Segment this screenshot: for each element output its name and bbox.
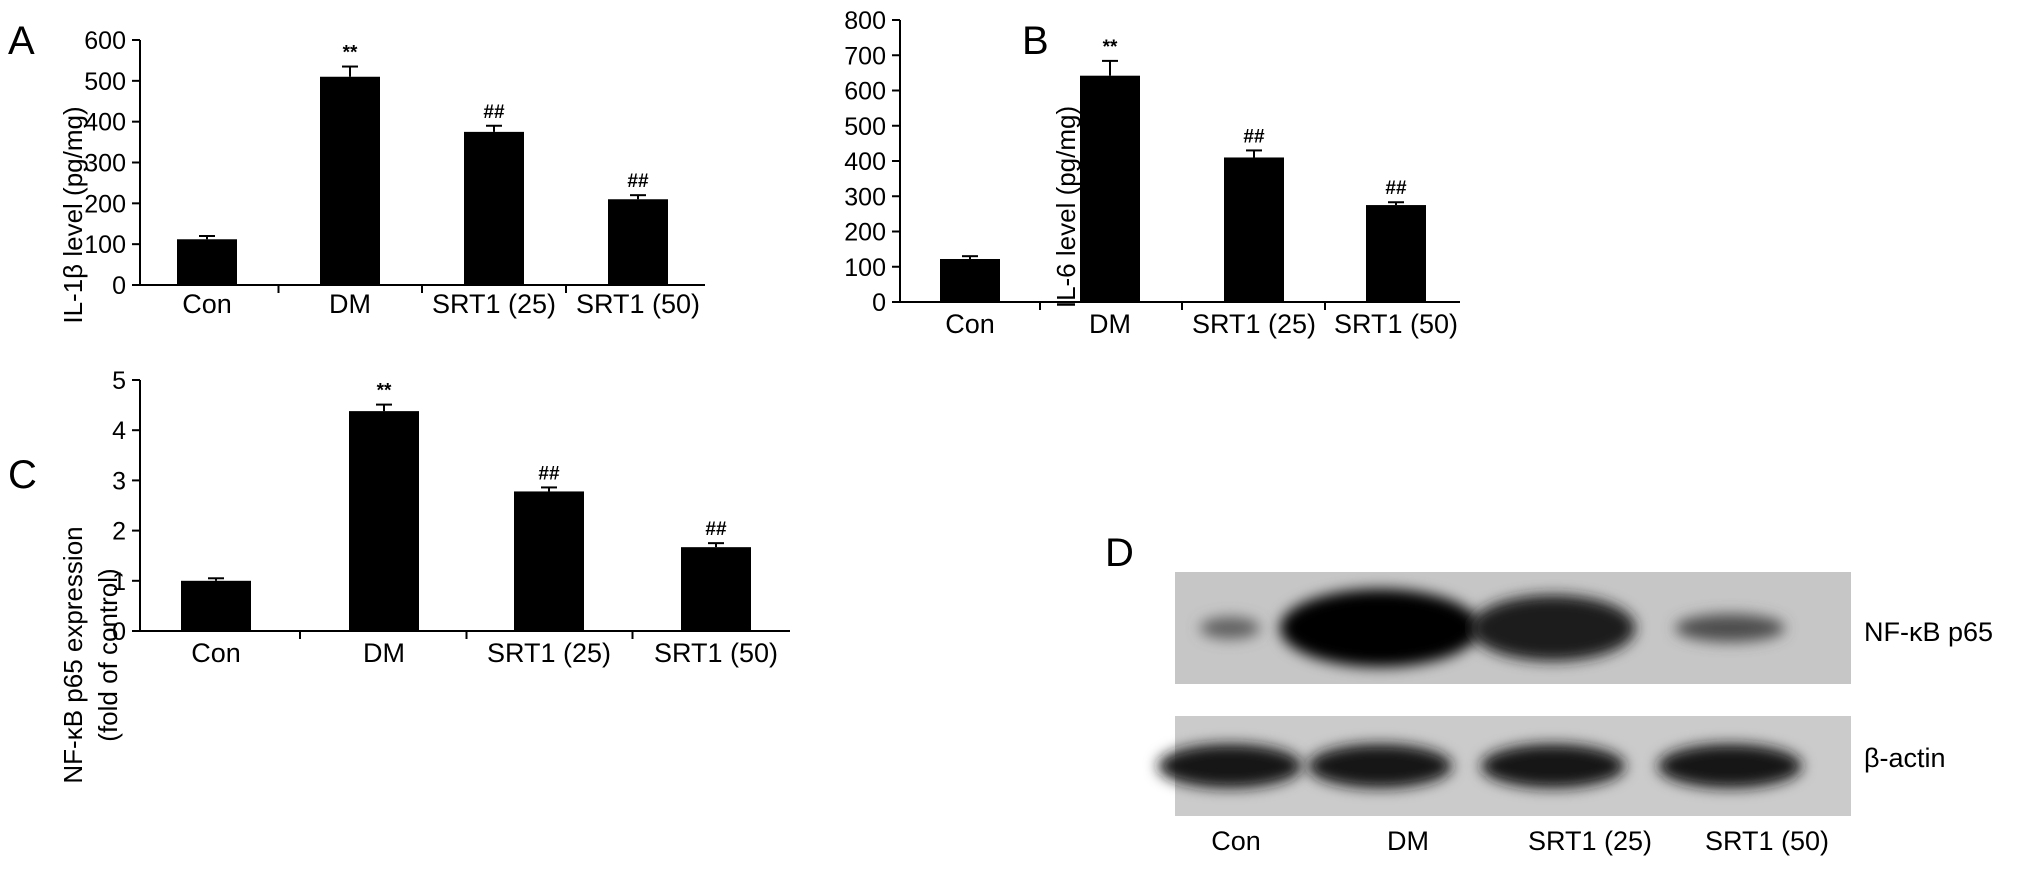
p3-y-tick-label: 2 <box>112 518 126 546</box>
p2-y-tick-label: 400 <box>844 148 886 176</box>
p1-category-label: SRT1 (50) <box>576 289 700 319</box>
p2-bar <box>1080 75 1140 302</box>
p65-band <box>1280 589 1480 667</box>
p2-y-tick-label: 700 <box>844 42 886 70</box>
chart-panel-b: B IL-6 level (pg/mg) 0 100 200 300 400 500 600… <box>844 7 1460 339</box>
panel-letter-c: C <box>8 453 37 497</box>
p3-category-label: DM <box>363 638 405 668</box>
p3-y-tick-label: 5 <box>112 367 126 395</box>
p1-category-label: Con <box>182 289 232 319</box>
p65-band <box>1200 617 1260 639</box>
y-axis-label-b: IL-6 level (pg/mg) <box>1051 106 1081 308</box>
actin-band <box>1658 744 1802 788</box>
panel-letter-b: B <box>1022 19 1049 63</box>
lane-label: Con <box>1211 826 1261 856</box>
p3-significance-label: ** <box>377 381 392 402</box>
y-axis-label-c: NF-κB p65 expression <box>58 526 88 783</box>
p3-bar <box>681 547 751 631</box>
p2-y-tick-label: 0 <box>872 289 886 317</box>
p1-y-tick-label: 500 <box>84 68 126 96</box>
p3-y-tick-label: 4 <box>112 417 126 445</box>
actin-band <box>1481 744 1625 788</box>
p65-bands <box>1200 589 1785 667</box>
p2-category-label: SRT1 (25) <box>1192 309 1316 339</box>
panel-letter-a: A <box>8 19 35 63</box>
actin-band <box>1158 744 1302 788</box>
p2-category-label: DM <box>1089 309 1131 339</box>
p2-y-tick-label: 800 <box>844 7 886 35</box>
p3-category-label: SRT1 (25) <box>487 638 611 668</box>
p3-significance-label: ## <box>705 519 727 540</box>
p2-category-label: Con <box>945 309 995 339</box>
p3-bar <box>514 491 584 631</box>
p1-y-tick-label: 100 <box>84 231 126 259</box>
p2-bar <box>940 258 1000 302</box>
p3-bar <box>181 580 251 631</box>
p2-y-tick-label: 300 <box>844 183 886 211</box>
p1-significance-label: ** <box>343 43 358 64</box>
chart-panel-c: C NF-κB p65 expression (fold of control)… <box>8 367 790 784</box>
p2-bar <box>1224 157 1284 302</box>
actin-band <box>1308 744 1452 788</box>
p3-y-tick-label: 1 <box>112 568 126 596</box>
lane-labels: Con DM SRT1 (25) SRT1 (50) <box>1211 826 1829 856</box>
p1-bar <box>320 76 380 285</box>
actin-bands <box>1158 744 1802 788</box>
p65-band <box>1470 595 1636 661</box>
p1-bar <box>177 239 237 285</box>
p1-bar <box>464 131 524 285</box>
lane-label: SRT1 (25) <box>1528 826 1652 856</box>
p3-y-tick-label: 0 <box>112 618 126 646</box>
lane-label: DM <box>1387 826 1429 856</box>
band-label-p65: NF-κB p65 <box>1864 617 1993 647</box>
p2-bar <box>1366 205 1426 302</box>
lane-label: SRT1 (50) <box>1705 826 1829 856</box>
p1-y-tick-label: 200 <box>84 190 126 218</box>
western-blot-panel: D NF-κB p65 β-actin Con DM SRT1 (25) SRT1 (… <box>1105 531 1993 856</box>
p3-category-label: Con <box>191 638 241 668</box>
p3-bar <box>349 411 419 631</box>
p2-y-tick-label: 200 <box>844 219 886 247</box>
p1-y-tick-label: 600 <box>84 27 126 55</box>
p2-y-tick-label: 600 <box>844 78 886 106</box>
p3-y-tick-label: 3 <box>112 467 126 495</box>
p65-band <box>1675 614 1785 642</box>
p1-y-tick-label: 400 <box>84 109 126 137</box>
y-axis-label-c-line2: (fold of control) <box>93 568 123 741</box>
p1-category-label: SRT1 (25) <box>432 289 556 319</box>
p1-y-tick-label: 300 <box>84 150 126 178</box>
p3-significance-label: ## <box>538 463 560 484</box>
p1-category-label: DM <box>329 289 371 319</box>
panel-letter-d: D <box>1105 531 1134 575</box>
p2-y-tick-label: 100 <box>844 254 886 282</box>
p1-bar <box>608 199 668 285</box>
p3-category-label: SRT1 (50) <box>654 638 778 668</box>
chart-panel-a: A IL-1β level (pg/mg) 0 100 200 300 400 500 60… <box>8 19 705 324</box>
p2-significance-label: ## <box>1243 126 1265 147</box>
p2-y-tick-label: 500 <box>844 113 886 141</box>
p1-y-tick-label: 0 <box>112 272 126 300</box>
band-label-actin: β-actin <box>1864 743 1946 773</box>
p2-significance-label: ## <box>1385 178 1407 199</box>
p2-significance-label: ** <box>1103 37 1118 58</box>
p2-category-label: SRT1 (50) <box>1334 309 1458 339</box>
p1-significance-label: ## <box>483 102 505 123</box>
p1-significance-label: ## <box>627 171 649 192</box>
y-axis-label-a: IL-1β level (pg/mg) <box>58 106 88 323</box>
